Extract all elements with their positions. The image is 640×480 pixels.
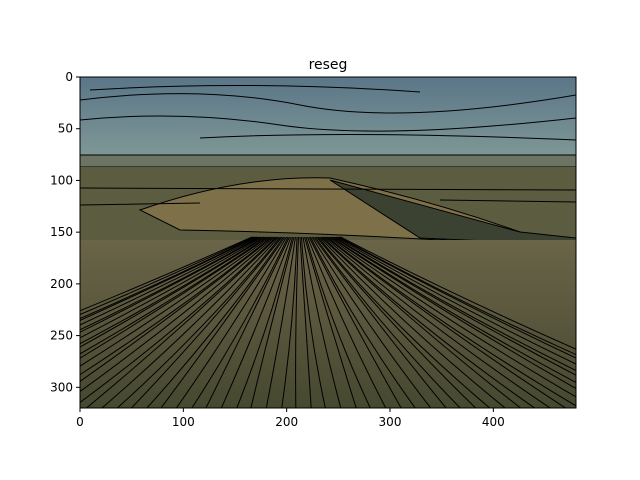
field-stripe <box>322 236 536 408</box>
field-stripe <box>329 236 576 390</box>
chart-title: reseg <box>309 57 348 73</box>
field-stripe <box>80 236 268 355</box>
field-stripe <box>80 236 275 393</box>
field-stripe <box>205 236 290 408</box>
field-stripe <box>80 236 269 359</box>
field-stripe <box>80 236 262 333</box>
field-stripe <box>340 236 576 350</box>
field-stripe <box>337 236 576 359</box>
field-stripe <box>250 236 295 408</box>
field-stripe <box>116 236 281 408</box>
y-tick-label: 0 <box>65 70 73 84</box>
field-stripe <box>146 236 284 408</box>
field-stripe <box>80 236 259 326</box>
field-stripe <box>335 236 576 365</box>
field-stripe <box>80 236 274 382</box>
field-stripe <box>80 236 253 312</box>
field-stripe <box>316 236 477 408</box>
field-stripe <box>319 236 506 408</box>
field-stripe <box>80 236 266 348</box>
field-stripe <box>317 236 491 408</box>
field-stripe <box>265 236 296 408</box>
x-tick-label: 100 <box>172 415 195 429</box>
field-stripe <box>101 236 280 408</box>
x-tick-label: 300 <box>379 415 402 429</box>
field-stripe <box>80 236 257 321</box>
field-stripe <box>325 236 567 408</box>
plot-frame <box>79 76 577 409</box>
field-stripe <box>326 236 576 407</box>
field-stripe <box>80 236 265 345</box>
field-stripe <box>338 236 576 356</box>
field-stripe <box>175 236 287 408</box>
field-stripe <box>302 236 342 408</box>
field-stripe <box>310 236 416 408</box>
field-stripe <box>80 236 260 331</box>
y-tick-label: 250 <box>50 329 73 343</box>
field-stripe <box>323 236 551 408</box>
field-stripe <box>311 236 432 408</box>
field-stripe <box>314 236 461 408</box>
y-tick-label: 150 <box>50 225 73 239</box>
field-stripe <box>295 236 299 408</box>
field-stripe <box>301 236 326 408</box>
field-stripe <box>80 236 254 316</box>
field-stripe <box>80 236 277 404</box>
y-tick-label: 200 <box>50 277 73 291</box>
field-stripe <box>220 236 292 408</box>
field-stripe <box>313 236 447 408</box>
field-stripe <box>332 236 576 376</box>
field-stripe <box>328 236 576 398</box>
field-stripe <box>308 236 402 408</box>
field-stripe <box>304 236 357 408</box>
field-stripe <box>305 236 371 408</box>
field-stripe <box>85 236 278 408</box>
y-tick-label: 50 <box>58 122 73 136</box>
field-stripe <box>307 236 387 408</box>
segmented-image <box>80 77 576 408</box>
field-stripe <box>331 236 576 384</box>
field-stripe <box>130 236 283 408</box>
y-tick-label: 300 <box>50 380 73 394</box>
x-tick-label: 400 <box>482 415 505 429</box>
x-tick-label: 0 <box>76 415 84 429</box>
field-stripe <box>80 236 263 339</box>
field-stripe <box>160 236 286 408</box>
x-tick-label: 200 <box>275 415 298 429</box>
field-stripe <box>80 236 272 376</box>
y-tick-label: 100 <box>50 173 73 187</box>
field-stripe <box>299 236 312 408</box>
field-stripe <box>281 236 298 408</box>
field-stripe <box>236 236 293 408</box>
field-stripe <box>80 236 271 367</box>
field-stripe <box>80 236 256 320</box>
field-stripe <box>334 236 576 372</box>
field-stripe <box>320 236 522 408</box>
field-stripe <box>191 236 289 408</box>
